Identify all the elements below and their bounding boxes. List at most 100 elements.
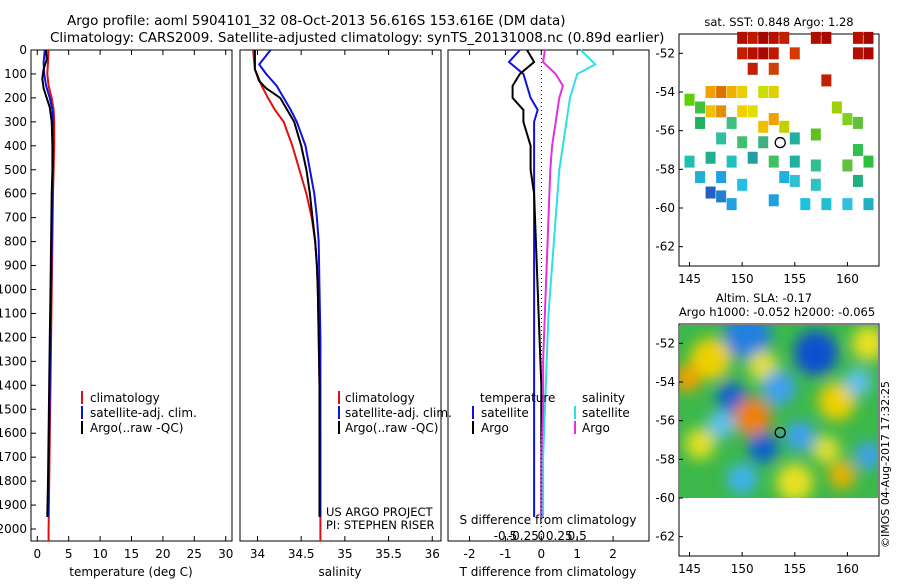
sla-map-frame <box>678 323 880 557</box>
y-tick-label: 1100 <box>0 306 27 320</box>
sst-cell <box>810 178 821 191</box>
sst-cell <box>789 132 800 145</box>
y-tick-label: 400 <box>4 139 27 153</box>
legend-label-argo: Argo(..raw -QC) <box>345 421 438 435</box>
x-tick-label: 1 <box>573 547 581 561</box>
y-tick-label: 1800 <box>0 474 27 488</box>
sst-cell <box>737 86 748 98</box>
y-tick-label: 1200 <box>0 330 27 344</box>
map-y-tick-label: -54 <box>655 375 675 389</box>
map-y-tick-label: -52 <box>655 336 675 350</box>
sla-blob <box>684 428 716 460</box>
series-line-climatology <box>252 49 322 541</box>
series-line-satellite <box>257 49 322 517</box>
map-x-tick-label: 160 <box>836 562 859 576</box>
y-tick-label: 1700 <box>0 450 27 464</box>
x-tick-label: 0 <box>33 547 41 561</box>
sst-cell <box>695 171 706 184</box>
sst-cell <box>684 155 695 168</box>
sst-cell <box>810 159 821 172</box>
y-tick-label: 300 <box>4 115 27 129</box>
legend-title-temperature: temperature <box>480 391 555 405</box>
map-y-tick-label: -56 <box>655 414 675 428</box>
map-y-tick-label: -58 <box>655 452 675 466</box>
y-tick-label: 1300 <box>0 354 27 368</box>
legend-label-satellite: satellite-adj. clim. <box>90 406 197 420</box>
sst-cell <box>737 136 748 149</box>
sla-blob <box>844 368 872 396</box>
sst-cell <box>684 93 695 106</box>
y-tick-label: 1400 <box>0 378 27 392</box>
difference-xlabel-top: S difference from climatology <box>460 513 637 527</box>
s-tick-label: -0.5 <box>494 529 517 543</box>
legend-label-argo: Argo(..raw -QC) <box>90 421 183 435</box>
map-y-tick-label: -60 <box>655 491 675 505</box>
temperature-plot: 0 5 10 15 20 25 300100200300400500600700800900… <box>0 43 233 561</box>
sla-blob <box>723 325 771 360</box>
sla-blob <box>776 463 814 502</box>
map-y-tick-label: -54 <box>655 85 675 99</box>
x-tick-label: 34.5 <box>288 547 315 561</box>
sst-cell <box>758 136 769 149</box>
map-x-tick-label: 145 <box>678 272 701 286</box>
map-y-tick-label: -52 <box>655 46 675 60</box>
x-tick-label: 34 <box>250 547 265 561</box>
x-tick-label: 15 <box>124 547 139 561</box>
series-line-argo <box>253 50 321 517</box>
map-x-tick-label: 155 <box>783 562 806 576</box>
sla-blob <box>812 435 840 464</box>
sst-map: 145 150 155 160 -52 -54 -56 -58 -60 -62 <box>655 31 874 286</box>
sst-cell <box>789 47 800 60</box>
sla-no-data <box>679 498 879 556</box>
x-tick-label: 35.5 <box>375 547 402 561</box>
sst-cell <box>747 47 758 60</box>
sst-cell <box>789 155 800 168</box>
y-tick-label: 1600 <box>0 426 27 440</box>
sst-map-frame <box>678 33 880 267</box>
x-tick-label: 10 <box>92 547 107 561</box>
y-tick-label: 800 <box>4 235 27 249</box>
sst-cell <box>779 31 790 44</box>
sst-cell <box>716 132 727 145</box>
x-tick-label: -1 <box>499 547 511 561</box>
legend-label-climatology: climatology <box>90 391 160 405</box>
sst-cell <box>863 198 874 211</box>
profile-location-marker <box>774 136 786 149</box>
y-tick-label: 700 <box>4 211 27 225</box>
sst-cell <box>716 171 727 184</box>
sla-map: 145 150 155 160 -52 -54 -56 -58 -60 -62 <box>655 325 879 576</box>
sla-blob <box>851 325 878 361</box>
sla-blob <box>727 463 758 495</box>
map-y-tick-label: -56 <box>655 124 675 138</box>
map-x-tick-label: 145 <box>678 562 701 576</box>
sst-cell <box>737 105 748 118</box>
sst-cell <box>726 198 737 211</box>
sla-blob <box>690 337 731 380</box>
series-line-sal_argo <box>540 49 564 517</box>
series-line-sal_satellite <box>542 49 597 517</box>
x-tick-label: 2 <box>609 547 617 561</box>
sst-cell <box>726 86 737 98</box>
sst-cell <box>716 105 727 118</box>
sst-cell <box>758 47 769 60</box>
s-tick-label: -0.25 <box>508 529 539 543</box>
sst-cell <box>747 151 758 164</box>
sla-blob <box>680 364 701 393</box>
sst-cell <box>768 113 779 126</box>
temperature-xlabel: temperature (deg C) <box>69 565 192 579</box>
sst-cell <box>747 105 758 118</box>
project-label-line2: PI: STEPHEN RISER <box>326 518 435 532</box>
difference-xlabel: T difference from climatology <box>459 565 637 579</box>
sst-cell <box>695 116 706 129</box>
title-line-1: Argo profile: aoml 5904101_32 08-Oct-201… <box>67 13 566 29</box>
legend-label-climatology: climatology <box>345 391 415 405</box>
sla-blob <box>762 370 796 406</box>
map-x-tick-label: 160 <box>836 272 859 286</box>
sst-cell <box>863 155 874 168</box>
sla-blob <box>784 420 816 452</box>
s-tick-label: 0.5 <box>568 529 587 543</box>
y-tick-label: 600 <box>4 187 27 201</box>
y-tick-label: 1500 <box>0 402 27 416</box>
s-tick-label: 0 <box>538 529 546 543</box>
